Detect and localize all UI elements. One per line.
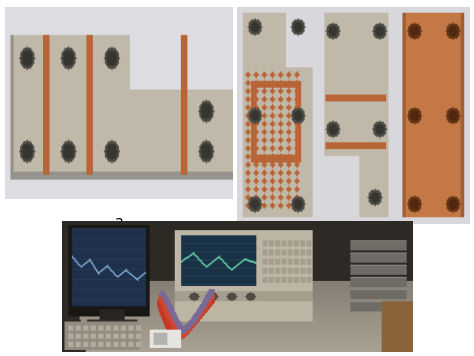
Text: b: b [348,237,358,252]
Text: a: a [114,215,123,230]
